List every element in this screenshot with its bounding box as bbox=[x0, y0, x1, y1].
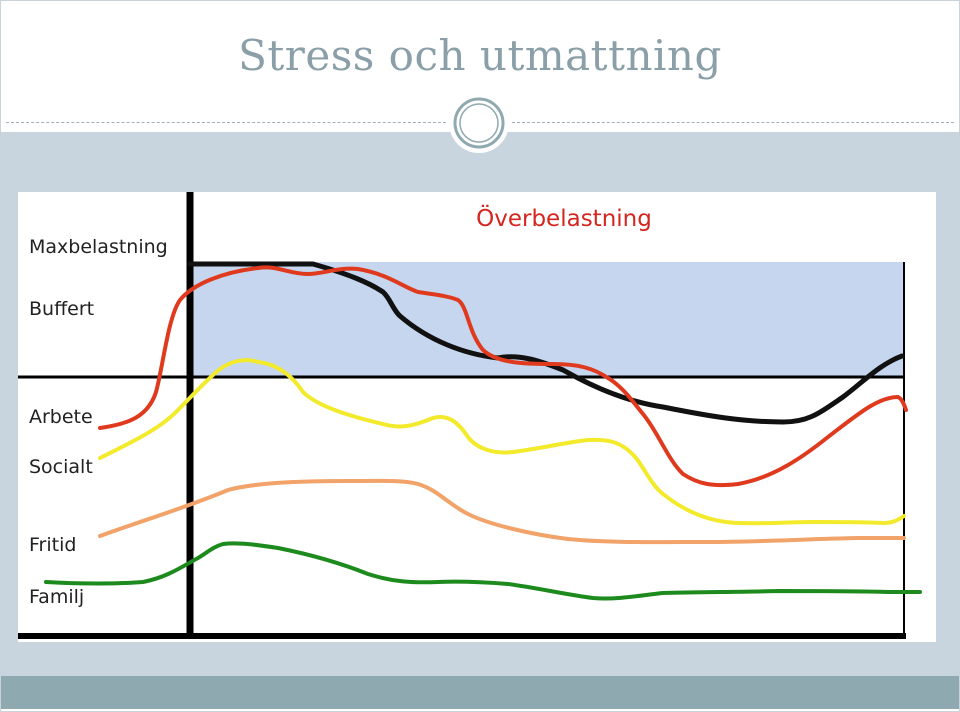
work-load-line bbox=[98, 265, 908, 488]
overload-label: Överbelastning bbox=[476, 206, 652, 232]
leisure-load-line bbox=[98, 478, 906, 545]
footer-band bbox=[1, 676, 959, 709]
row-label-family: Familj bbox=[29, 586, 85, 608]
row-label-social: Socialt bbox=[29, 456, 93, 478]
stress-diagram: Överbelastning Maxbelastning Buffert Arb… bbox=[18, 192, 936, 642]
row-label-leisure: Fritid bbox=[29, 534, 77, 556]
row-label-buffer: Buffert bbox=[29, 298, 95, 320]
row-label-max: Maxbelastning bbox=[29, 236, 168, 258]
diagram-canvas bbox=[18, 192, 922, 639]
slide-title: Stress och utmattning bbox=[238, 31, 722, 80]
social-load-line bbox=[98, 358, 906, 526]
row-label-work: Arbete bbox=[29, 406, 93, 428]
circle-ornament-icon bbox=[449, 93, 509, 153]
family-load-line bbox=[44, 541, 922, 601]
overload-zone bbox=[190, 262, 904, 377]
title-divider-left bbox=[6, 122, 446, 123]
title-divider-right bbox=[512, 122, 954, 123]
capacity-line bbox=[187, 261, 905, 425]
